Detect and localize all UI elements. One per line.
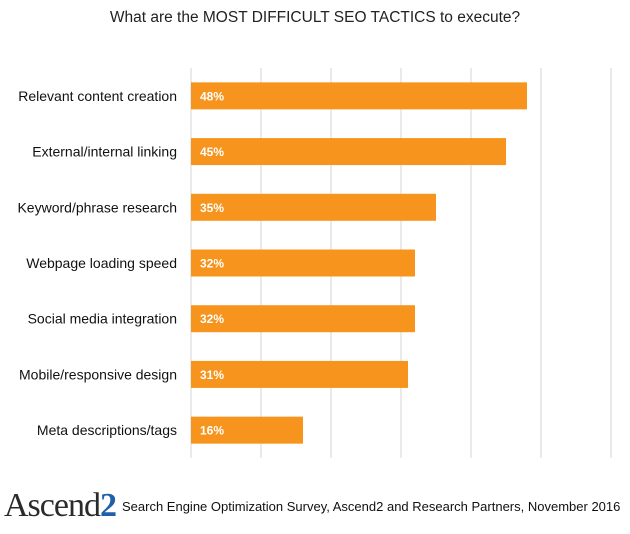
bar [191,249,415,277]
category-label: Webpage loading speed [26,255,177,271]
logo-text: Ascend [4,487,101,524]
bar [191,138,506,166]
bar [191,193,436,221]
category-label: Social media integration [28,311,177,327]
value-label: 45% [200,145,224,159]
chart-title: What are the MOST DIFFICULT SEO TACTICS … [109,9,521,26]
ascend2-logo: Ascend2 [4,482,117,530]
footer: Ascend2 Search Engine Optimization Surve… [0,482,630,530]
logo-number: 2 [99,487,117,524]
bar [191,82,527,110]
category-label: Meta descriptions/tags [37,422,177,438]
value-label: 48% [200,89,224,103]
value-label: 32% [200,312,224,326]
source-citation: Search Engine Optimization Survey, Ascen… [122,499,621,514]
value-label: 32% [200,257,224,271]
category-label: Relevant content creation [18,88,177,104]
bar [191,360,408,388]
value-label: 31% [200,368,224,382]
value-label: 16% [200,424,224,438]
bars [191,82,527,444]
value-labels: 48% 45% 35% 32% 32% 31% 16% [200,89,224,437]
category-label: Mobile/responsive design [19,366,177,382]
bar [191,305,415,333]
category-labels: Relevant content creation External/intern… [17,88,177,438]
category-label: Keyword/phrase research [17,199,177,215]
bar [191,416,303,444]
value-label: 35% [200,201,224,215]
bar-chart: Relevant content creation External/intern… [17,68,612,458]
category-label: External/internal linking [32,144,177,160]
